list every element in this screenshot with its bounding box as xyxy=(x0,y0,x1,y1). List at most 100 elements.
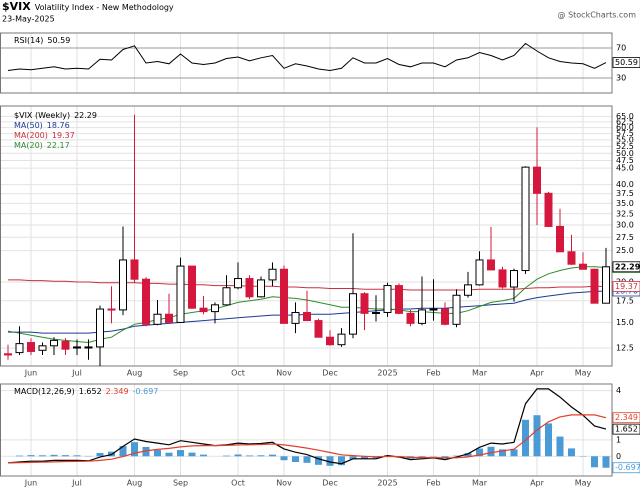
candle-body xyxy=(291,311,300,324)
histogram-bar xyxy=(16,455,23,457)
x-tick-label: 2025 xyxy=(377,369,397,378)
last-value-label: 22.29 xyxy=(615,262,640,271)
histogram-bar xyxy=(338,456,345,466)
y-tick-label: 0 xyxy=(616,452,621,461)
last-value-box xyxy=(612,281,640,292)
x-tick-label: Jun xyxy=(24,369,38,378)
x-tick-label: Sep xyxy=(173,479,188,488)
y-tick-label: 50.0 xyxy=(616,149,634,158)
legend-entry: MA(20) 22.17 xyxy=(14,141,70,150)
last-value-box xyxy=(612,462,640,474)
date: 23-May-2025 xyxy=(2,15,55,24)
candle-body xyxy=(61,340,70,350)
candle-body xyxy=(280,268,288,324)
y-tick-label: 57.5 xyxy=(616,129,634,138)
histogram-bar xyxy=(315,456,322,465)
candle-body xyxy=(475,259,484,286)
candle-body xyxy=(406,312,415,324)
histogram-bar xyxy=(200,454,207,457)
candle-body xyxy=(567,251,576,265)
histogram-bar xyxy=(487,446,495,457)
y-tick-label: 37.5 xyxy=(616,189,634,198)
symbol: $VIX xyxy=(2,0,31,13)
candle-body xyxy=(245,278,254,298)
last-value-box xyxy=(612,423,640,435)
panel-frame xyxy=(0,383,613,477)
legend-entry: MA(50) 18.76 xyxy=(14,121,70,130)
last-value-box xyxy=(612,57,640,68)
header: $VIX Volatility Index - New Methodology xyxy=(2,0,174,13)
last-value-label: 2.349 xyxy=(615,413,638,422)
legend-text: $VIX (Weekly) xyxy=(14,111,70,120)
candle-body xyxy=(418,309,426,324)
histogram-bar xyxy=(533,415,541,457)
candle-body xyxy=(510,270,518,288)
y-tick-label: 15.0 xyxy=(616,318,634,327)
histogram-bar xyxy=(602,456,610,468)
legend-text: MA(50) xyxy=(14,121,43,130)
y-tick-label: 27.5 xyxy=(616,233,634,242)
candle-body xyxy=(590,268,599,304)
x-tick-label: Mar xyxy=(472,369,488,378)
candle-body xyxy=(222,287,231,306)
histogram-bar xyxy=(154,450,161,457)
legend-text: 19.37 xyxy=(52,131,75,140)
candle-body xyxy=(533,166,541,194)
x-tick-label: Oct xyxy=(231,369,245,378)
histogram-bar xyxy=(453,455,460,457)
y-tick-label: 30 xyxy=(616,74,626,83)
candle-body xyxy=(383,285,392,313)
histogram-bar xyxy=(246,455,253,457)
histogram-bar xyxy=(119,446,127,457)
legend-text: RSI(14) xyxy=(14,36,43,45)
last-value-label: -0.697 xyxy=(615,463,640,472)
legend-entry: RSI(14) 50.59 xyxy=(14,36,70,45)
x-tick-label: Mar xyxy=(472,479,488,488)
candle-body xyxy=(153,313,162,325)
x-tick-label: Oct xyxy=(231,479,245,488)
y-tick-label: 55.0 xyxy=(616,135,634,144)
histogram-bar xyxy=(510,449,518,457)
x-tick-label: May xyxy=(575,479,592,488)
histogram-bar xyxy=(361,456,368,459)
candle-body xyxy=(211,304,219,313)
candle-body xyxy=(452,294,461,325)
x-tick-label: Feb xyxy=(426,369,440,378)
candle-body xyxy=(579,263,587,270)
x-tick-label: May xyxy=(575,369,592,378)
candle-body xyxy=(234,278,242,289)
candle-body xyxy=(360,293,369,314)
candle-body xyxy=(544,192,553,227)
candle-body xyxy=(199,307,208,313)
legend-text: 1.652 xyxy=(79,387,102,396)
y-tick-label: 1 xyxy=(616,435,621,444)
histogram-bar xyxy=(73,455,81,457)
histogram-bar xyxy=(188,452,196,457)
histogram-bar xyxy=(499,449,506,457)
x-tick-label: Aug xyxy=(127,369,143,378)
candle-body xyxy=(188,265,196,309)
x-tick-label: Nov xyxy=(276,479,292,488)
x-tick-label: Apr xyxy=(530,369,545,378)
y-tick-label: 62.5 xyxy=(616,117,634,126)
candle-body xyxy=(326,336,334,346)
candle-body xyxy=(84,346,93,349)
legend-entry: MACD(12,26,9) 1.652 2.349 -0.697 xyxy=(14,387,158,396)
histogram-bar xyxy=(177,450,184,457)
candle-body xyxy=(303,311,311,322)
candle-body xyxy=(337,333,346,346)
legend-text: 22.17 xyxy=(47,141,70,150)
instrument-name: Volatility Index - New Methodology xyxy=(35,3,174,12)
histogram-bar xyxy=(464,453,472,457)
y-tick-label: 35.0 xyxy=(616,199,634,208)
candle-body xyxy=(119,259,127,311)
series-line xyxy=(7,414,607,464)
last-value-label: 50.59 xyxy=(615,58,638,67)
y-tick-label: 52.5 xyxy=(616,142,634,151)
legend-text: MACD(12,26,9) xyxy=(14,387,75,396)
histogram-bar xyxy=(418,456,426,458)
series-line xyxy=(8,279,607,291)
histogram-bar xyxy=(568,448,575,457)
